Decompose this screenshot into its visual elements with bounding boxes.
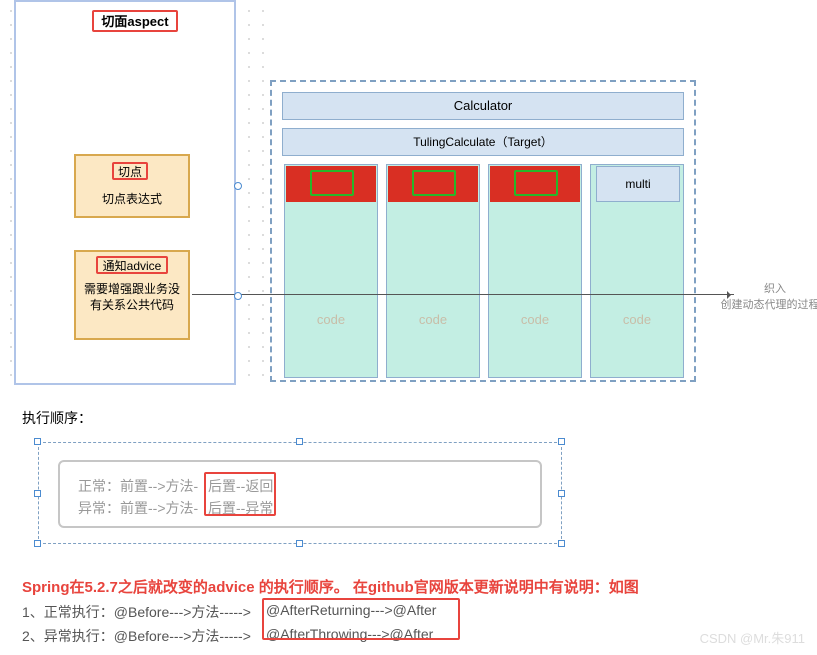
seq-line2a: 异常：前置-->方法- xyxy=(78,498,198,518)
code-label: code xyxy=(286,312,376,327)
code-label: code xyxy=(592,312,682,327)
weave-label-1: 织入 xyxy=(736,280,814,296)
spring-title: Spring在5.2.7之后就改变的advice 的执行顺序。 在github官… xyxy=(22,576,639,597)
sel-handle[interactable] xyxy=(34,438,41,445)
sel-handle[interactable] xyxy=(296,438,303,445)
sel-handle[interactable] xyxy=(34,490,41,497)
advice-subtitle: 需要增强跟业务没有关系公共代码 xyxy=(80,282,184,313)
weave-arrow xyxy=(192,294,734,295)
resize-handle[interactable] xyxy=(234,182,242,190)
exec-line2a: 2、异常执行：@Before--->方法-----> xyxy=(22,626,251,646)
multi-label: multi xyxy=(596,166,680,202)
sel-handle[interactable] xyxy=(34,540,41,547)
seq-highlight xyxy=(204,472,276,516)
aspect-title: 切面aspect xyxy=(92,10,178,32)
calculator-header: Calculator xyxy=(282,92,684,120)
watermark: CSDN @Mr.朱911 xyxy=(700,628,805,647)
exec-line1a: 1、正常执行：@Before--->方法-----> xyxy=(22,602,251,622)
sel-handle[interactable] xyxy=(558,490,565,497)
sel-handle[interactable] xyxy=(558,540,565,547)
green-inner-box xyxy=(514,170,558,196)
pointcut-title: 切点 xyxy=(112,162,148,180)
green-inner-box xyxy=(310,170,354,196)
code-label: code xyxy=(490,312,580,327)
seq-line1a: 正常：前置-->方法- xyxy=(78,476,198,496)
resize-handle[interactable] xyxy=(234,292,242,300)
order-title: 执行顺序： xyxy=(22,408,92,428)
advice-title: 通知advice xyxy=(96,256,168,274)
sel-handle[interactable] xyxy=(558,438,565,445)
green-inner-box xyxy=(412,170,456,196)
exec-highlight xyxy=(262,598,460,640)
sel-handle[interactable] xyxy=(296,540,303,547)
pointcut-subtitle: 切点表达式 xyxy=(76,190,188,207)
tuling-header: TulingCalculate（Target） xyxy=(282,128,684,156)
code-label: code xyxy=(388,312,478,327)
